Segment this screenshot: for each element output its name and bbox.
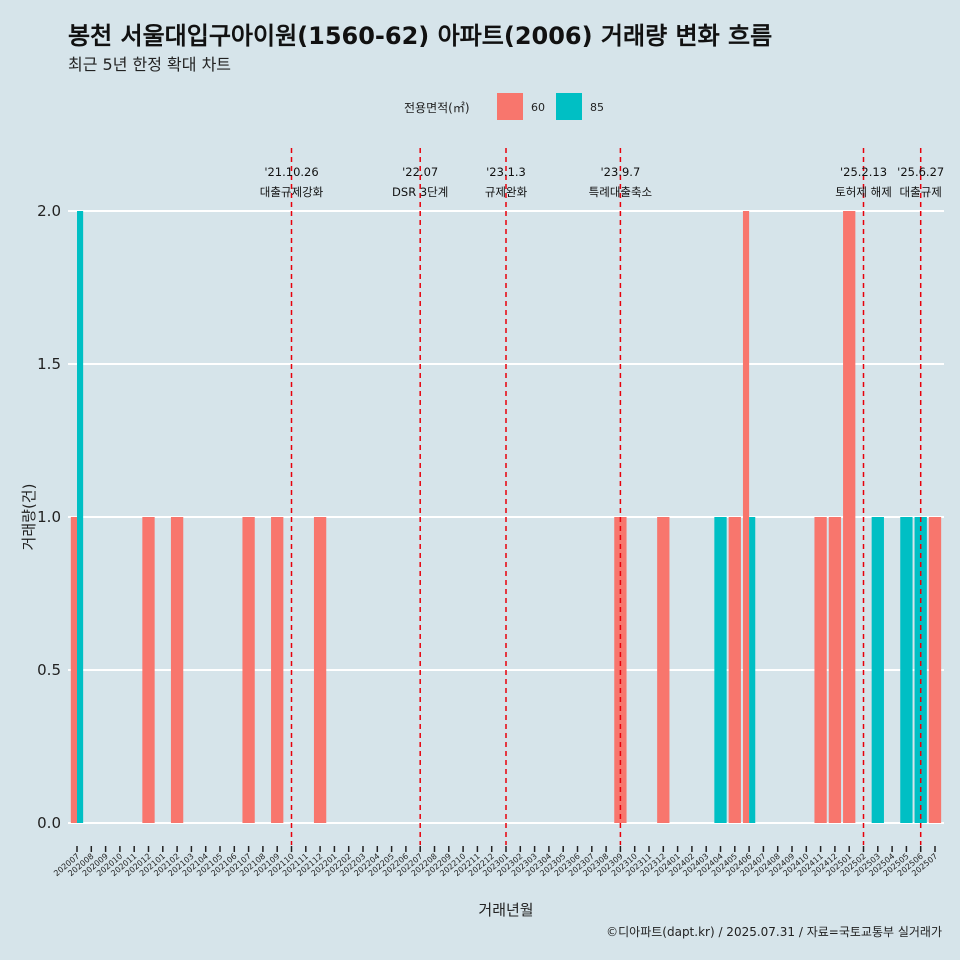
y-tick-label: 1.5	[37, 355, 61, 373]
bar-60	[70, 517, 77, 823]
event-date: '23.1.3	[486, 165, 526, 179]
bar-60	[657, 517, 670, 823]
event-label: DSR 3단계	[392, 185, 448, 199]
y-tick-label: 1.0	[37, 508, 61, 526]
chart-title: 봉천 서울대입구아이원(1560-62) 아파트(2006) 거래량 변화 흐름	[68, 22, 772, 50]
bar-60	[170, 517, 184, 823]
bar-85	[749, 517, 756, 823]
event-lines: '21.10.26 대출규제강화 '22.07 DSR 3단계 '23.1.3 규제완화 '…	[260, 148, 944, 845]
bar-60	[313, 517, 327, 823]
event-label: 대출규제강화	[260, 185, 324, 199]
event-date: '23.9.7	[601, 165, 641, 179]
bar-60	[928, 517, 942, 823]
legend-title: 전용면적(㎡)	[404, 101, 470, 115]
bar-85	[714, 517, 727, 823]
bar-60	[728, 517, 741, 823]
legend-label: 85	[590, 101, 604, 114]
bar-60	[828, 517, 842, 823]
event-label: 토허제 해제	[835, 185, 892, 199]
y-tick-label: 0.0	[37, 814, 61, 832]
y-axis: 0.0 0.5 1.0 1.5 2.0	[37, 202, 61, 832]
x-axis-title: 거래년월	[478, 901, 533, 919]
event-date: '22.07	[402, 165, 438, 179]
bar-60	[814, 517, 827, 823]
bar-60	[271, 517, 284, 823]
bar-60	[742, 211, 750, 823]
bar-60	[843, 211, 856, 823]
x-axis: 2020072020082020092020102020112020122021…	[52, 846, 939, 878]
y-axis-title: 거래량(건)	[20, 484, 38, 551]
bars	[70, 211, 942, 823]
legend-label: 60	[531, 101, 545, 114]
event-date: '25.6.27	[897, 165, 944, 179]
bar-85	[900, 517, 913, 823]
legend: 전용면적(㎡) 60 85	[404, 93, 604, 120]
legend-key	[497, 93, 523, 120]
legend-key	[556, 93, 582, 120]
bar-85	[77, 211, 84, 823]
event-date: '21.10.26	[264, 165, 318, 179]
bar-85	[871, 517, 884, 823]
chart-subtitle: 최근 5년 한정 확대 차트	[68, 55, 231, 74]
bar-60	[142, 517, 155, 823]
bar-60	[242, 517, 255, 823]
y-tick-label: 2.0	[37, 202, 61, 220]
event-label: 특례대출축소	[589, 185, 652, 199]
event-label: 규제완화	[485, 185, 528, 199]
y-tick-label: 0.5	[37, 661, 61, 679]
caption: ©디아파트(dapt.kr) / 2025.07.31 / 자료=국토교통부 실…	[606, 925, 942, 939]
event-label: 대출규제	[900, 185, 942, 199]
event-date: '25.2.13	[840, 165, 887, 179]
